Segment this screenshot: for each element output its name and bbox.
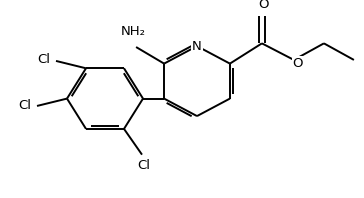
Text: Cl: Cl [138, 159, 150, 172]
Text: O: O [259, 0, 269, 11]
Text: Cl: Cl [37, 53, 51, 66]
Text: O: O [293, 57, 303, 70]
Text: N: N [192, 40, 202, 53]
Text: NH₂: NH₂ [120, 25, 146, 38]
Text: Cl: Cl [19, 99, 32, 112]
